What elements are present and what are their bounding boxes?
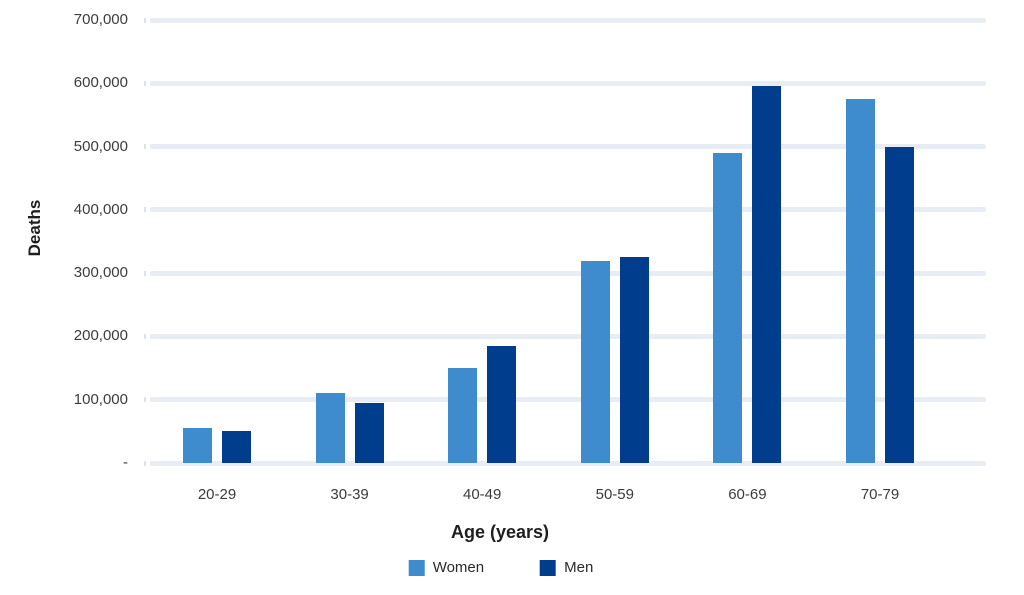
y-tick-label: 100,000 — [73, 390, 128, 408]
bar-men-60-69 — [752, 86, 782, 463]
gridline — [150, 270, 986, 276]
y-axis-tick — [144, 333, 146, 339]
y-axis-tick — [144, 460, 146, 466]
x-tick-label: 70-79 — [860, 486, 900, 503]
y-axis-tick — [144, 144, 146, 150]
gridline — [150, 460, 986, 466]
bar-men-30-39 — [354, 402, 384, 463]
y-axis-tick — [144, 80, 146, 86]
bar-women-70-79 — [846, 99, 875, 463]
legend-label-men: Men — [564, 559, 594, 576]
gridline — [150, 17, 986, 23]
bar-women-30-39 — [315, 393, 345, 463]
y-tick-label: 200,000 — [73, 327, 128, 345]
gridline — [150, 333, 986, 339]
gridline — [150, 207, 986, 213]
y-axis-tick — [144, 397, 146, 403]
gridline — [150, 80, 986, 86]
x-tick-label: 50-59 — [595, 486, 634, 503]
y-tick-label: 500,000 — [73, 137, 128, 155]
bar-men-20-29 — [222, 431, 251, 463]
men-swatch-icon — [540, 559, 557, 576]
y-axis-tick — [144, 207, 146, 213]
x-tick-label: 40-49 — [463, 486, 502, 503]
x-tick-label: 60-69 — [728, 486, 767, 503]
bar-men-70-79 — [885, 146, 914, 463]
x-tick-label: 20-29 — [197, 486, 237, 503]
bar-women-50-59 — [580, 260, 610, 463]
legend-label-women: Women — [432, 559, 485, 576]
bar-women-40-49 — [448, 368, 478, 463]
legend-item-women: Women — [408, 559, 485, 576]
y-axis-tick — [144, 17, 146, 23]
bar-women-20-29 — [183, 428, 212, 463]
x-axis-title: Age (years) — [450, 522, 550, 542]
y-tick-label: - — [123, 454, 128, 471]
y-tick-label: 300,000 — [73, 264, 128, 282]
legend-item-men: Men — [540, 559, 593, 576]
plot-area: - 100,000 200,000 300,000 400,000 500,000 600,… — [74, 11, 986, 471]
y-tick-label: 400,000 — [73, 200, 128, 218]
bar-women-60-69 — [713, 152, 743, 463]
women-swatch-icon — [408, 559, 425, 576]
y-tick-label: 600,000 — [73, 74, 128, 92]
gridline — [150, 397, 986, 403]
y-axis-tick — [144, 270, 146, 276]
y-tick-label: 700,000 — [73, 11, 128, 28]
gridline — [150, 144, 986, 150]
x-tick-label: 30-39 — [330, 486, 369, 503]
bar-men-40-49 — [487, 345, 517, 463]
bar-men-50-59 — [619, 257, 649, 463]
legend: Women Men — [408, 559, 593, 576]
